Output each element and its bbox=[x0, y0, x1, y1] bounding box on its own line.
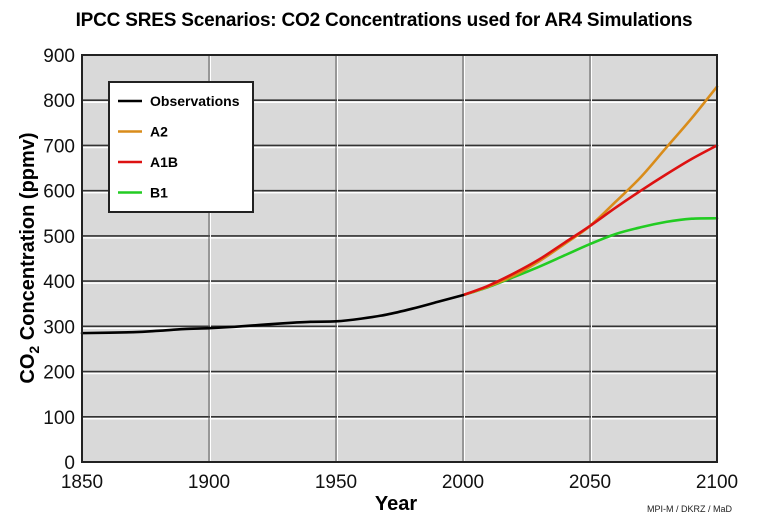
series-lines bbox=[80, 85, 719, 335]
y-tick-label: 300 bbox=[43, 317, 75, 338]
x-tick-labels: 1850 1900 1950 2000 2050 2100 bbox=[61, 472, 738, 493]
y-tick-label: 200 bbox=[43, 363, 75, 384]
y-tick-label: 900 bbox=[43, 46, 75, 67]
legend-label-b1: B1 bbox=[150, 185, 168, 201]
y-tick-label: 500 bbox=[43, 227, 75, 248]
y-tick-label: 100 bbox=[43, 408, 75, 429]
x-tick-label: 2050 bbox=[569, 472, 611, 493]
legend-label-a2: A2 bbox=[150, 124, 168, 140]
y-tick-label: 800 bbox=[43, 91, 75, 112]
series-line-observations bbox=[80, 293, 465, 335]
y-tick-labels: 0 100 200 300 400 500 600 700 800 900 bbox=[43, 46, 75, 474]
legend-label-observations: Observations bbox=[150, 93, 240, 109]
y-axis-label-prefix: CO bbox=[17, 354, 39, 384]
y-axis-label: CO2 Concentration (ppmv) bbox=[17, 132, 42, 383]
y-tick-label: 700 bbox=[43, 136, 75, 157]
legend-box bbox=[108, 81, 254, 213]
x-axis-label: Year bbox=[375, 493, 417, 515]
x-tick-label: 1900 bbox=[188, 472, 230, 493]
y-axis-label-suffix: Concentration (ppmv) bbox=[17, 132, 39, 345]
x-tick-label: 2000 bbox=[442, 472, 484, 493]
x-tick-label: 1850 bbox=[61, 472, 103, 493]
grid bbox=[82, 55, 717, 462]
legend: Observations A2 A1B B1 bbox=[108, 81, 254, 213]
y-tick-label: 0 bbox=[64, 453, 75, 474]
y-axis-label-subscript: 2 bbox=[26, 346, 42, 354]
x-tick-label: 1950 bbox=[315, 472, 357, 493]
plot-frame bbox=[81, 54, 718, 463]
y-tick-label: 400 bbox=[43, 272, 75, 293]
y-tick-label: 600 bbox=[43, 182, 75, 203]
x-tick-label: 2100 bbox=[696, 472, 738, 493]
chart-title: IPCC SRES Scenarios: CO2 Concentrations … bbox=[75, 10, 693, 31]
credit-text: MPI-M / DKRZ / MaD bbox=[647, 504, 732, 514]
legend-label-a1b: A1B bbox=[150, 154, 178, 170]
series-line-a1b bbox=[461, 144, 719, 297]
